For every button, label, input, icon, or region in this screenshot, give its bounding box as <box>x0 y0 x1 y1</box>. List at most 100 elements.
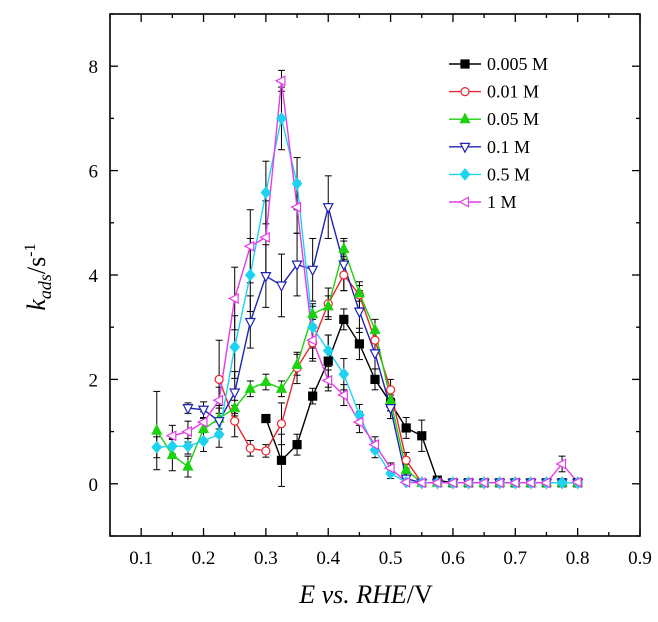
data-point <box>415 477 426 489</box>
legend-swatch-marker <box>459 112 471 124</box>
data-point <box>261 413 271 424</box>
legend-item: 1 M <box>449 192 517 212</box>
data-point <box>399 476 411 488</box>
data-point <box>322 344 334 358</box>
data-point <box>213 417 225 428</box>
data-point <box>353 307 365 319</box>
data-point <box>383 462 395 474</box>
data-point <box>197 405 210 417</box>
data-point <box>323 356 333 366</box>
data-point <box>338 242 350 253</box>
legend-item: 0.1 M <box>449 137 530 157</box>
data-point <box>244 317 256 329</box>
x-tick-label: 0.9 <box>628 548 652 569</box>
data-point <box>291 358 303 369</box>
data-point <box>385 393 397 405</box>
data-point <box>276 419 287 429</box>
y-axis-title-sub: ads <box>35 274 55 299</box>
data-point <box>385 404 397 415</box>
data-point <box>229 340 241 354</box>
data-point <box>539 477 551 489</box>
data-point <box>493 477 504 489</box>
data-point <box>353 286 365 298</box>
data-point <box>274 75 286 87</box>
data-point <box>166 439 178 453</box>
data-point <box>275 382 288 393</box>
x-tick-label: 0.1 <box>129 548 153 569</box>
x-tick-label: 0.6 <box>441 548 465 569</box>
data-point <box>477 477 489 489</box>
data-point <box>261 446 271 456</box>
data-point <box>230 416 240 426</box>
legend-label: 0.05 M <box>487 109 539 129</box>
data-point <box>446 477 457 489</box>
data-point <box>182 439 194 453</box>
data-point <box>570 476 582 488</box>
series-markers <box>151 75 584 490</box>
data-point <box>338 367 350 381</box>
y-tick-label: 8 <box>89 57 99 78</box>
data-point <box>556 476 568 490</box>
data-point <box>260 375 272 387</box>
legend-label: 0.01 M <box>487 82 539 102</box>
data-point <box>212 394 224 406</box>
legend-item: 0.05 M <box>449 109 539 129</box>
data-point <box>322 203 334 214</box>
x-tick-label: 0.2 <box>192 548 216 569</box>
legend-swatch-marker <box>459 142 471 154</box>
data-point <box>339 270 349 280</box>
data-point <box>229 401 241 413</box>
legend-swatch-marker <box>458 196 470 208</box>
legend-swatch-marker <box>460 86 470 97</box>
legend-label: 0.005 M <box>487 54 548 74</box>
x-axis-title-unit: /V <box>407 580 433 609</box>
y-axis-title: kads/s-1 <box>22 243 55 310</box>
legend-item: 0.01 M <box>449 82 539 102</box>
data-point <box>292 440 302 450</box>
data-point <box>508 477 520 489</box>
legend: 0.005 M 0.01 M 0.05 M 0.1 M 0.5 M 1 M <box>449 54 548 212</box>
data-point <box>430 477 442 489</box>
x-tick-label: 0.5 <box>379 548 403 569</box>
data-point <box>166 448 178 460</box>
data-point <box>524 477 535 489</box>
data-point <box>260 271 272 283</box>
data-point <box>369 323 381 334</box>
data-point <box>305 334 317 346</box>
data-point <box>244 268 256 282</box>
y-axis-title-sup: -1 <box>22 243 39 256</box>
x-tick-label: 0.8 <box>566 548 590 569</box>
data-point <box>307 307 319 319</box>
data-point <box>401 423 411 433</box>
x-tick-label: 0.4 <box>316 548 340 569</box>
data-point <box>182 404 194 415</box>
data-point <box>338 260 350 272</box>
data-point <box>307 320 319 334</box>
legend-swatch-marker <box>459 168 471 181</box>
data-point <box>229 388 241 400</box>
data-point <box>368 439 380 451</box>
data-point <box>417 431 427 441</box>
data-point <box>182 459 194 471</box>
legend-swatch-marker <box>460 59 470 69</box>
data-point <box>370 374 380 384</box>
data-point <box>290 201 302 213</box>
data-point <box>165 430 177 442</box>
series-line-1 <box>218 273 578 484</box>
data-point <box>196 416 208 428</box>
x-tick-label: 0.3 <box>254 548 278 569</box>
data-point <box>151 423 163 435</box>
data-point <box>339 314 349 324</box>
data-point <box>213 427 225 441</box>
data-point <box>151 440 163 454</box>
legend-item: 0.005 M <box>449 54 548 74</box>
plot-frame <box>109 13 641 537</box>
x-axis-title-main: E vs. RHE <box>298 580 407 609</box>
y-tick-label: 2 <box>89 370 99 391</box>
data-point <box>354 339 365 349</box>
data-point <box>322 299 334 311</box>
data-point <box>385 385 396 395</box>
y-tick-label: 4 <box>89 266 99 287</box>
legend-item: 0.5 M <box>449 164 530 184</box>
legend-label: 0.5 M <box>487 164 530 184</box>
